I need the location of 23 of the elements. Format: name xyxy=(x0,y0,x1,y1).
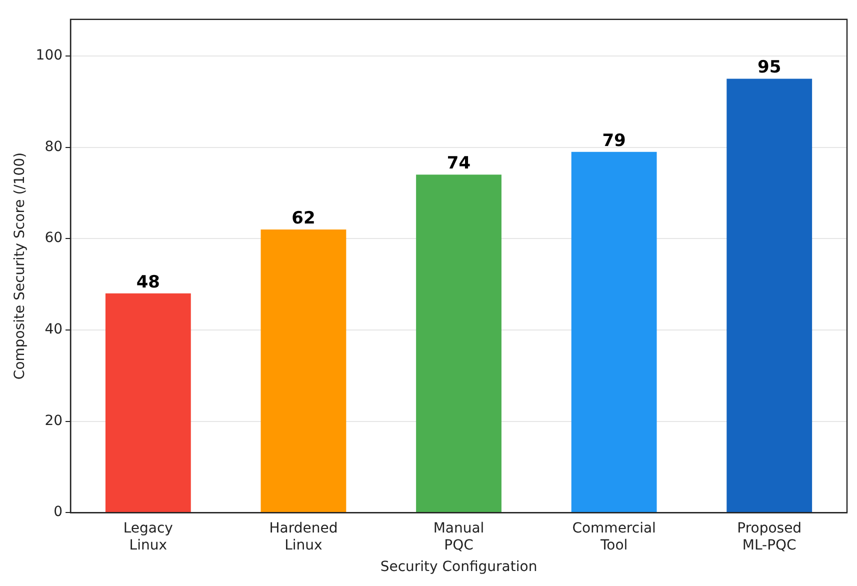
data-label: 79 xyxy=(602,130,626,151)
x-tick-label: Commercial Tool xyxy=(572,520,656,554)
x-axis-title: Security Configuration xyxy=(380,559,538,576)
data-label: 62 xyxy=(292,208,316,228)
bar xyxy=(726,78,812,512)
x-tick-label: Manual PQC xyxy=(433,520,484,554)
bar xyxy=(105,293,191,512)
x-tick-label: Proposed ML-PQC xyxy=(737,520,802,554)
y-tick-label: 100 xyxy=(36,48,63,64)
data-label: 74 xyxy=(446,154,471,174)
x-tick-label: Hardened Linux xyxy=(269,520,338,554)
y-axis-title: Composite Security Score (/100) xyxy=(12,152,28,380)
x-tick-label: Legacy Linux xyxy=(123,520,173,554)
data-label: 95 xyxy=(758,58,782,78)
y-tick-label: 20 xyxy=(44,412,63,429)
y-tick-label: 0 xyxy=(54,504,63,520)
bar xyxy=(260,229,346,512)
bar xyxy=(416,174,502,512)
y-tick-label: 40 xyxy=(44,322,63,338)
bar xyxy=(571,152,657,512)
y-tick-label: 60 xyxy=(44,230,63,246)
data-label: 48 xyxy=(136,272,160,292)
y-tick-label: 80 xyxy=(44,138,63,155)
